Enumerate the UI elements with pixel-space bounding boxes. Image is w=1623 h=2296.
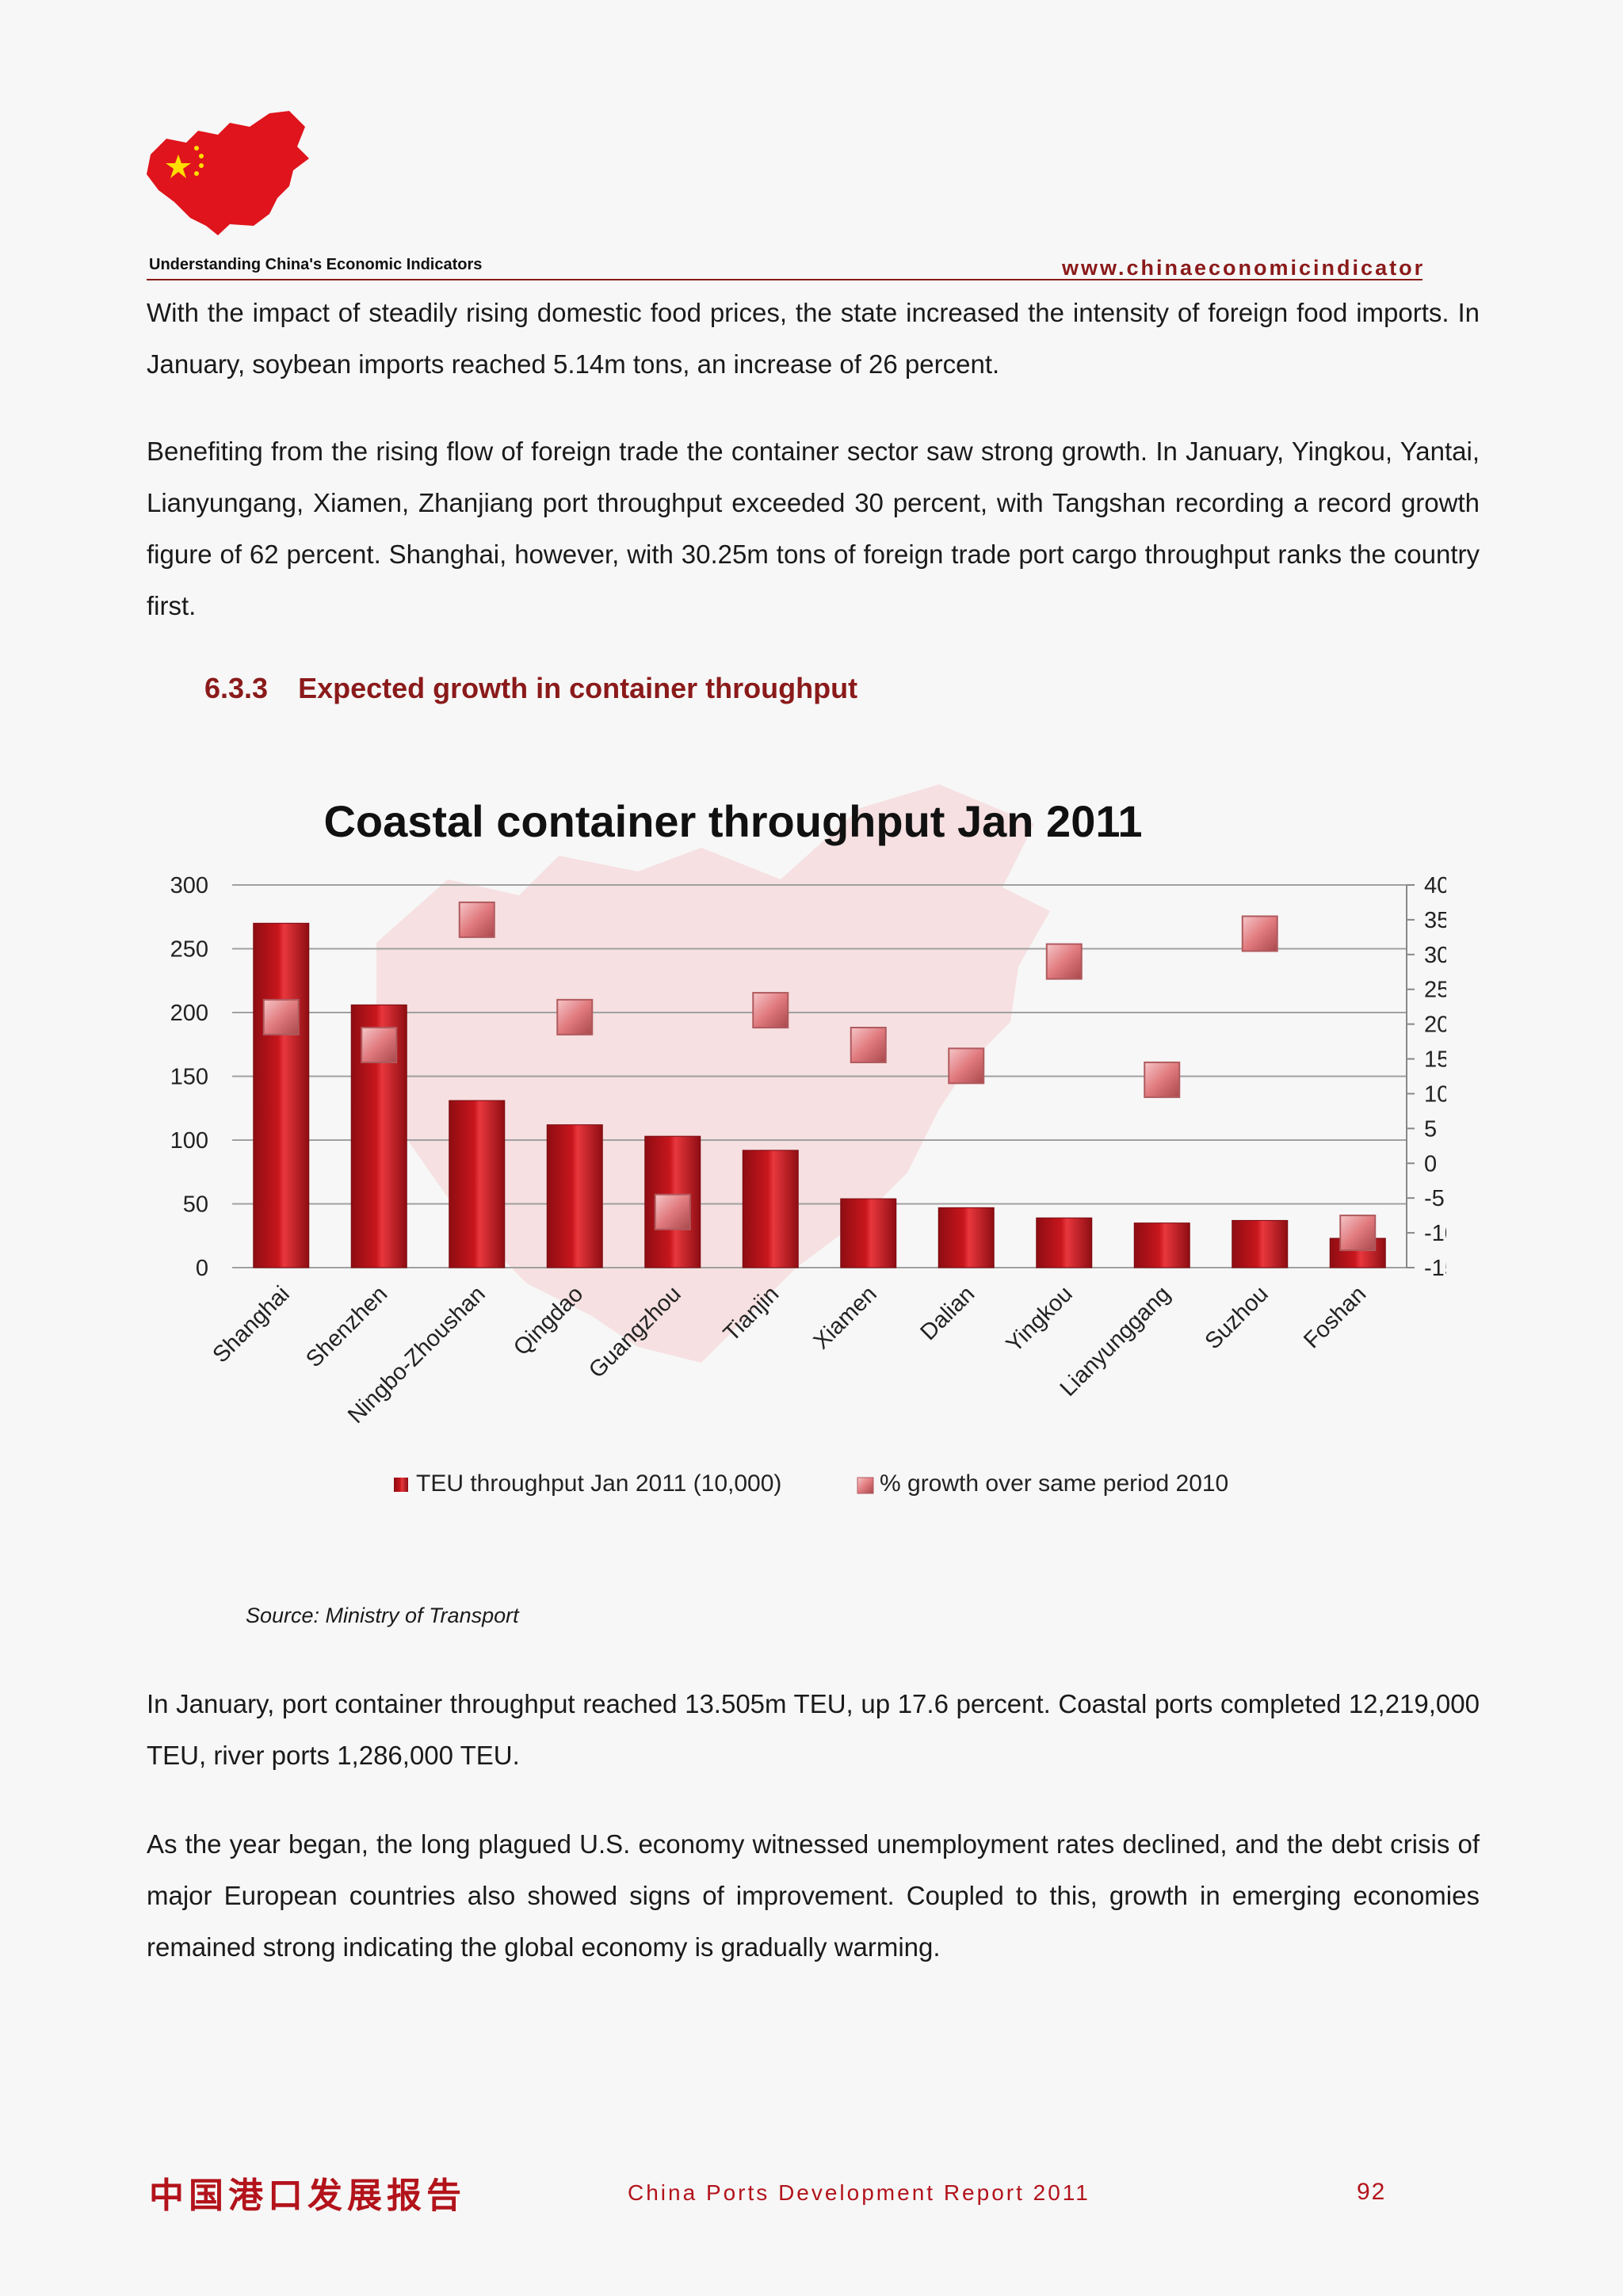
y2-tick-label: 15	[1424, 1047, 1446, 1073]
header-website: www.chinaeconomicindicator	[1062, 256, 1426, 280]
source-note: Source: Ministry of Transport	[246, 1604, 519, 1627]
bar	[1133, 1222, 1190, 1268]
y2-tick-label: 5	[1424, 1116, 1437, 1142]
bar	[1232, 1219, 1289, 1268]
paragraph-food-imports: With the impact of steadily rising domes…	[147, 287, 1480, 390]
y-tick-label: 250	[170, 937, 208, 963]
paragraph-text: In January, port container throughput re…	[147, 1689, 1480, 1770]
y2-tick-label: 30	[1424, 943, 1446, 968]
section-number: 6.3.3	[204, 672, 269, 704]
y-tick-label: 0	[196, 1256, 208, 1281]
paragraph-text: Benefiting from the rising flow of forei…	[147, 437, 1480, 620]
bar	[742, 1150, 799, 1268]
legend-label: % growth over same period 2010	[880, 1470, 1228, 1497]
y2-tick-label: 20	[1424, 1013, 1446, 1038]
growth-marker	[654, 1193, 691, 1230]
x-tick-label: Shenzhen	[301, 1281, 392, 1372]
growth-marker	[850, 1026, 887, 1063]
growth-marker	[361, 1026, 398, 1063]
chart-canvas: 0 50 100 150 200 250 300 -15 -10 -5 0 5 10 15 20 25 30 35…	[170, 784, 1457, 1497]
growth-marker	[948, 1047, 985, 1085]
chart-title: Coastal container throughput Jan 2011	[323, 796, 1143, 846]
footer-title: China Ports Development Report 2011	[628, 2180, 1090, 2205]
y2-tick-label: -15	[1424, 1256, 1446, 1281]
y-tick-label: 150	[170, 1065, 208, 1090]
page-number: 92	[1357, 2179, 1387, 2205]
footer-chinese-title: 中国港口发展报告	[149, 2176, 466, 2216]
y2-tick-label: 35	[1424, 908, 1446, 933]
bar	[253, 922, 310, 1268]
growth-marker	[262, 998, 300, 1035]
y2-tick-label: 40	[1424, 873, 1446, 898]
y-tick-label: 300	[170, 873, 208, 898]
y-tick-label: 200	[170, 1001, 208, 1026]
header-rule	[147, 279, 1423, 280]
bar	[546, 1124, 603, 1268]
x-tick-label: Yingkou	[1002, 1281, 1078, 1357]
paragraph-global-economy: As the year began, the long plagued U.S.…	[147, 1818, 1480, 1973]
legend-swatch-bar	[394, 1478, 408, 1492]
y2-tick-label: 10	[1424, 1081, 1446, 1107]
y2-tick-label: 0	[1424, 1151, 1437, 1177]
legend-swatch-marker	[857, 1477, 874, 1494]
paragraph-port-throughput: In January, port container throughput re…	[147, 1678, 1480, 1781]
x-tick-label: Suzhou	[1201, 1281, 1274, 1354]
paragraph-container-growth: Benefiting from the rising flow of forei…	[147, 425, 1480, 631]
china-map-logo	[143, 107, 317, 250]
x-tick-label: Foshan	[1299, 1281, 1371, 1353]
y-tick-label: 100	[170, 1128, 208, 1154]
y-tick-label: 50	[183, 1192, 208, 1218]
section-heading: 6.3.3 Expected growth in container throug…	[204, 672, 857, 705]
bar	[1036, 1217, 1093, 1268]
bar	[449, 1100, 506, 1268]
chart-area: 0 50 100 150 200 250 300 -15 -10 -5 0 5 10 15 20 25 30 35…	[147, 761, 1457, 1600]
x-tick-label: Shanghai	[208, 1281, 294, 1367]
header-tagline: Understanding China's Economic Indicator…	[149, 256, 483, 273]
growth-marker	[556, 998, 594, 1035]
paragraph-text: As the year began, the long plagued U.S.…	[147, 1829, 1480, 1962]
y2-tick-label: -10	[1424, 1221, 1446, 1246]
legend-label: TEU throughput Jan 2011 (10,000)	[416, 1470, 781, 1497]
y2-tick-label: -5	[1424, 1186, 1445, 1211]
y2-tick-label: 25	[1424, 978, 1446, 1003]
growth-marker	[1045, 943, 1083, 980]
section-title: Expected growth in container throughput	[298, 672, 858, 704]
growth-marker	[752, 992, 789, 1029]
x-tick-label: Xiamen	[809, 1281, 882, 1354]
growth-marker	[458, 901, 495, 938]
china-map-background	[376, 784, 1050, 1363]
x-tick-label: Dalian	[915, 1281, 980, 1345]
bar	[938, 1207, 995, 1268]
growth-marker	[1241, 915, 1278, 952]
bar	[840, 1198, 897, 1268]
paragraph-text: With the impact of steadily rising domes…	[147, 298, 1480, 379]
growth-marker	[1144, 1061, 1181, 1098]
growth-marker	[1339, 1215, 1377, 1252]
